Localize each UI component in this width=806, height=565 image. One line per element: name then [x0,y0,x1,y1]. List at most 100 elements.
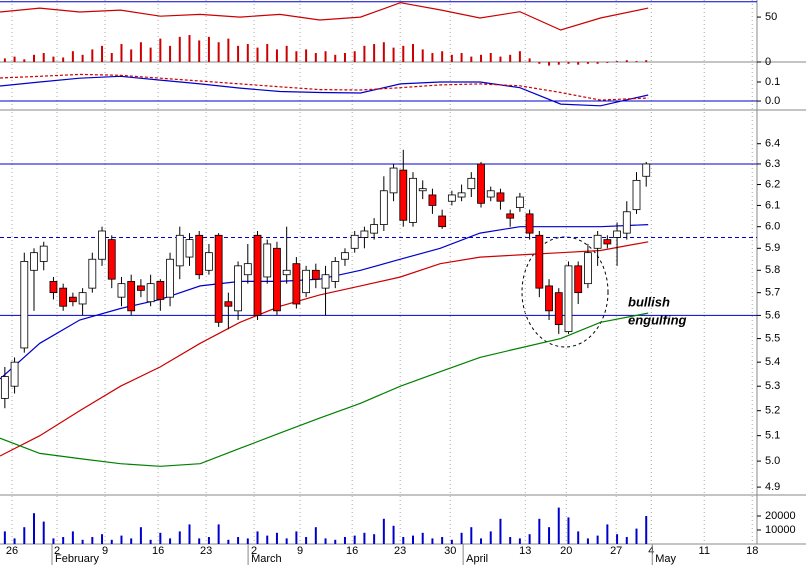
y-tick-label: 5.8 [765,264,780,276]
candle-body [564,265,573,332]
candle-body [331,261,340,282]
candle-body [263,243,272,278]
candle-body [59,287,68,307]
candle-body [30,252,38,271]
month-label: May [655,553,676,565]
y-tick-label: 5.7 [765,287,780,299]
candle-body [584,252,592,285]
x-tick-label: 27 [610,545,622,557]
candle-body [98,230,106,260]
y-tick-label: 5.2 [765,405,780,417]
candle-body [496,192,505,202]
candle-body [535,234,544,289]
line [0,2,649,31]
candle-body [389,167,398,194]
candle-body [127,281,136,312]
candle-body [642,163,651,177]
candle-body [273,247,281,312]
candle-body [379,190,388,225]
candle-body [20,261,29,349]
candle-body [409,177,417,223]
candle-body [622,211,631,234]
candle-body [418,188,427,192]
candle-body [224,301,233,307]
candle-body [78,292,87,305]
x-tick-label: 23 [200,545,212,557]
y-tick-label: 0.1 [765,76,780,88]
candle-body [321,274,330,289]
candle-body [593,234,602,249]
candle-body [302,269,311,294]
line [0,241,649,457]
x-tick-label: 9 [102,545,108,557]
candle-body [467,177,476,190]
candle-body [292,263,301,305]
y-tick-label: 5.4 [765,356,780,368]
candle-body [156,281,165,300]
candle-body [39,245,48,262]
candle-body [234,265,242,312]
x-tick-label: 26 [6,545,18,557]
candle-body [399,169,408,221]
candle-body [185,239,194,258]
y-tick-label: 10000 [765,524,796,536]
y-tick-label: 5.3 [765,380,780,392]
candle-body [10,361,19,387]
y-tick-label: 6.1 [765,199,780,211]
candle-body [477,163,485,204]
y-tick-label: 6.4 [765,138,780,150]
line [0,73,649,101]
line [0,312,649,467]
candle-body [146,283,155,303]
candle-body [282,269,291,276]
x-tick-label: 13 [519,545,531,557]
candle-body [195,234,204,276]
y-tick-label: 0 [765,56,771,68]
x-tick-label: 16 [346,545,358,557]
candle-body [515,196,524,208]
candle-body [253,234,262,316]
month-label: March [251,553,282,565]
y-tick-label: 20000 [765,510,796,522]
candle-body [603,239,612,245]
candle-body [137,285,145,291]
candle-body [632,179,641,211]
x-tick-label: 30 [444,545,456,557]
x-tick-label: 16 [152,545,164,557]
x-tick-label: 11 [699,545,710,557]
month-label: April [466,553,488,565]
x-tick-label: 2 [251,545,257,557]
candle-body [525,213,534,234]
candle-body [447,194,456,202]
y-tick-label: 5.5 [765,332,780,344]
candle-body [341,252,349,260]
x-tick-label: 20 [560,545,572,557]
candle-body [0,376,9,399]
candle-body [574,265,583,294]
y-tick-label: 5.6 [765,309,780,321]
candle-body [350,234,359,249]
annotation: engulfing [628,312,687,327]
x-tick-label: 4 [648,545,654,557]
candle-body [613,230,621,238]
candle-body [370,224,379,234]
y-tick-label: 0.0 [765,95,780,107]
candle-body [360,230,369,238]
x-tick-label: 9 [297,545,303,557]
candle-body [205,252,213,271]
highlight-circle [521,236,609,348]
candle-body [175,234,184,267]
candle-body [457,192,466,198]
candle-body [486,190,495,198]
line [0,75,649,107]
candle-body [506,213,515,219]
month-label: February [55,553,100,565]
candle-body [545,285,553,312]
candle-body [68,296,77,303]
candle-body [214,234,223,323]
x-tick-label: 2 [54,545,60,557]
annotation: bullish [628,294,670,309]
y-tick-label: 4.9 [765,481,780,493]
